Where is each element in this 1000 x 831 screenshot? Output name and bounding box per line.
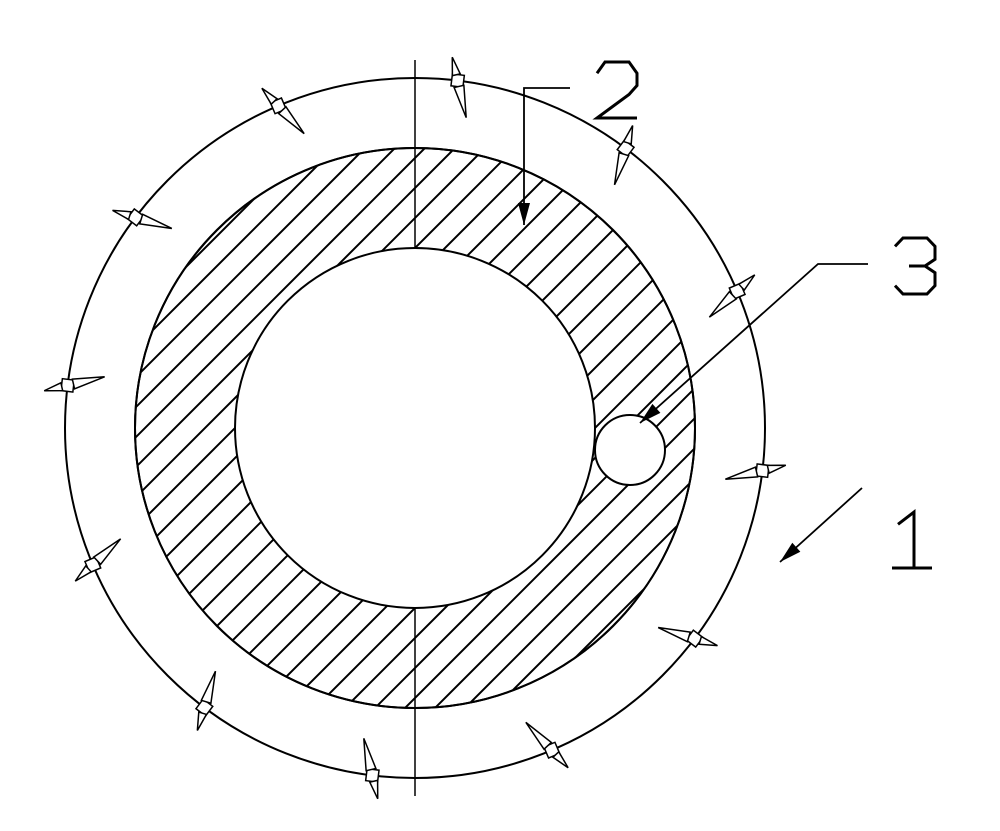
label-2 bbox=[597, 62, 637, 118]
label-3 bbox=[895, 238, 935, 294]
small-circle bbox=[595, 415, 665, 485]
label-1 bbox=[892, 512, 932, 568]
inner-hole bbox=[235, 248, 595, 608]
